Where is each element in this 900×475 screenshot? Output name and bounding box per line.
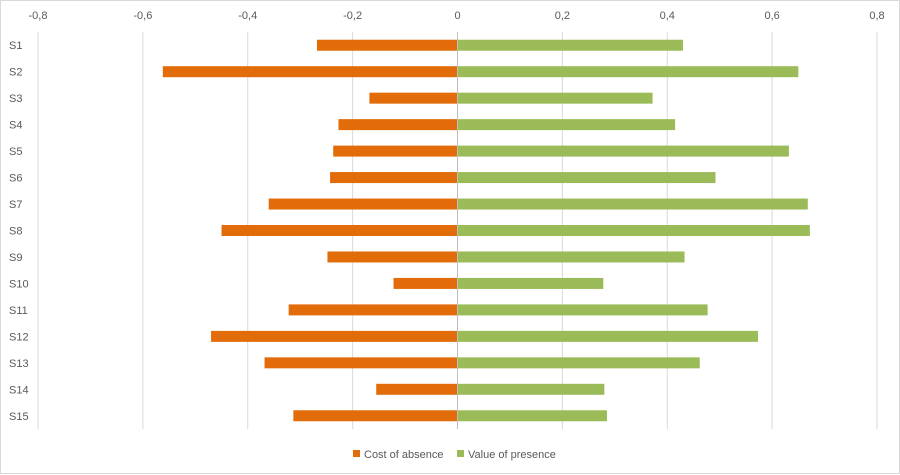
- y-category-label: S10: [9, 278, 29, 290]
- y-category-label: S11: [9, 305, 28, 317]
- y-category-label: S13: [9, 358, 29, 370]
- legend-item-cost-of-absence: Cost of absence: [353, 449, 444, 461]
- x-tick-label: 0,4: [660, 10, 675, 22]
- bar-value-of-presence: [457, 225, 810, 236]
- y-category-label: S15: [9, 411, 29, 423]
- bar-cost-of-absence: [221, 225, 458, 236]
- bar-cost-of-absence: [376, 383, 458, 395]
- bar-value-of-presence: [457, 357, 700, 369]
- bar-value-of-presence: [457, 304, 708, 316]
- bar-cost-of-absence: [316, 39, 458, 51]
- y-axis-category-labels: S1 S2 S3 S4 S5 S6 S7 S8 S9 S10 S11 S12 S13 S14 S15: [9, 40, 29, 423]
- bar-value-of-presence: [457, 172, 716, 184]
- y-category-label: S14: [9, 384, 29, 396]
- x-tick-label: -0,8: [29, 10, 48, 22]
- y-category-label: S1: [9, 40, 22, 52]
- y-category-label: S8: [9, 226, 22, 238]
- bar-cost-of-absence: [264, 357, 458, 369]
- x-tick-label: 0,2: [555, 10, 570, 22]
- y-category-label: S5: [9, 146, 22, 158]
- bar-value-of-presence: [457, 410, 607, 422]
- bar-value-of-presence: [457, 92, 653, 104]
- legend: Cost of absence Value of presence: [353, 449, 556, 461]
- bar-cost-of-absence: [330, 172, 458, 184]
- bar-value-of-presence: [457, 251, 685, 263]
- y-category-label: S3: [9, 93, 22, 105]
- legend-swatch: [457, 450, 464, 457]
- legend-label: Cost of absence: [364, 449, 444, 461]
- x-tick-label: -0,2: [343, 10, 362, 22]
- bar-value-of-presence: [457, 39, 683, 51]
- legend-label: Value of presence: [468, 449, 556, 461]
- bar-value-of-presence: [457, 66, 799, 78]
- bar-value-of-presence: [457, 145, 789, 157]
- bar-cost-of-absence: [393, 277, 458, 289]
- bar-cost-of-absence: [268, 198, 458, 210]
- bar-value-of-presence: [457, 277, 604, 289]
- x-tick-label: -0,6: [133, 10, 152, 22]
- bar-cost-of-absence: [293, 410, 458, 422]
- bar-value-of-presence: [457, 330, 758, 342]
- bars: [162, 39, 810, 422]
- x-tick-label: 0,6: [764, 10, 779, 22]
- bar-value-of-presence: [457, 383, 605, 395]
- x-tick-label: 0,8: [869, 10, 884, 22]
- legend-swatch: [353, 450, 360, 457]
- bar-value-of-presence: [457, 119, 676, 131]
- y-category-label: S12: [9, 331, 29, 343]
- bar-cost-of-absence: [333, 145, 458, 157]
- y-category-label: S4: [9, 120, 22, 132]
- bar-cost-of-absence: [288, 304, 458, 316]
- y-category-label: S9: [9, 252, 22, 264]
- y-category-label: S2: [9, 67, 22, 79]
- legend-item-value-of-presence: Value of presence: [457, 449, 556, 461]
- y-category-label: S7: [9, 199, 22, 211]
- bar-cost-of-absence: [327, 251, 458, 263]
- x-axis-tick-labels: -0,8 -0,6 -0,4 -0,2 0 0,2 0,4 0,6 0,8: [29, 10, 885, 22]
- x-tick-label: -0,4: [238, 10, 257, 22]
- bar-value-of-presence: [457, 198, 808, 210]
- x-tick-label: 0: [454, 10, 460, 22]
- bar-cost-of-absence: [369, 92, 458, 104]
- bar-cost-of-absence: [162, 66, 458, 78]
- y-category-label: S6: [9, 173, 22, 185]
- bar-cost-of-absence: [338, 119, 458, 131]
- bar-cost-of-absence: [211, 330, 458, 342]
